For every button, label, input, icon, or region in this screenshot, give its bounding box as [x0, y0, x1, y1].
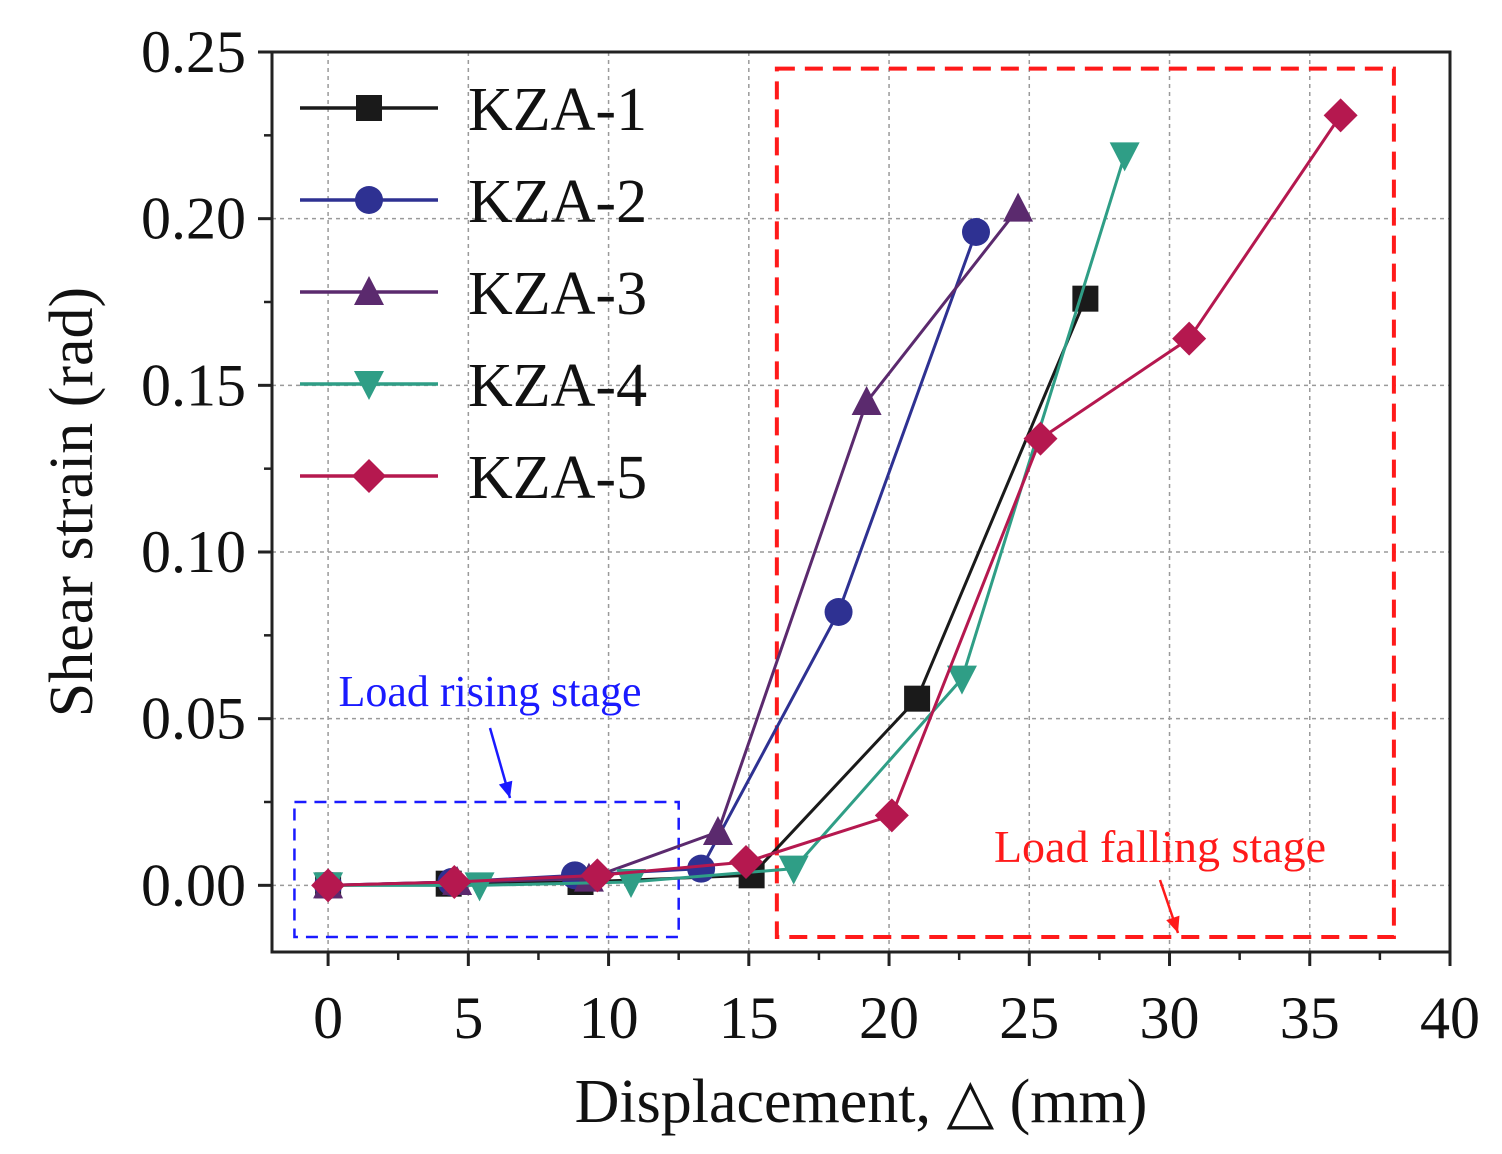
data-point — [851, 386, 882, 415]
x-tick-label: 10 — [579, 985, 639, 1051]
data-point — [778, 855, 809, 885]
legend-label: KZA-3 — [468, 260, 647, 328]
data-point — [1023, 421, 1058, 456]
annotation-label: Load rising stage — [338, 667, 641, 716]
data-point — [1323, 98, 1358, 133]
data-point — [354, 276, 384, 305]
data-point — [352, 459, 386, 493]
data-series — [311, 98, 1358, 903]
y-axis-title: Shear strain (rad) — [38, 287, 106, 717]
x-tick-label: 20 — [859, 985, 919, 1051]
series-line — [328, 154, 1127, 887]
y-tick-label: 0.10 — [141, 519, 246, 585]
legend-label: KZA-2 — [468, 168, 647, 236]
series-line — [328, 298, 1087, 887]
data-point — [616, 869, 647, 898]
data-point — [311, 868, 346, 903]
legend: KZA-1 KZA-2 KZA-3 KZA-4 KZA-5 — [300, 76, 647, 512]
annotation-boxes — [293, 66, 1396, 939]
data-point — [874, 798, 909, 833]
x-tick-label: 40 — [1420, 985, 1480, 1051]
x-tick-label: 30 — [1140, 985, 1200, 1051]
x-axis-title: Displacement, △ (mm) — [575, 1068, 1148, 1136]
data-point — [729, 845, 764, 879]
legend-item-kza-4: KZA-4 — [300, 352, 647, 420]
legend-label: KZA-4 — [468, 352, 647, 420]
data-point — [580, 858, 615, 893]
legend-item-kza-5: KZA-5 — [300, 444, 647, 512]
plot-frame — [270, 50, 1452, 954]
legend-label: KZA-1 — [468, 76, 647, 144]
y-tick-label: 0.25 — [141, 19, 246, 85]
y-tick-label: 0.20 — [141, 186, 246, 252]
x-tick-label: 35 — [1280, 985, 1340, 1051]
data-point — [1003, 192, 1034, 222]
grid — [272, 52, 1450, 952]
series-line — [328, 207, 1020, 887]
y-tick-label: 0.00 — [141, 852, 246, 918]
series-kza-5 — [311, 98, 1358, 903]
data-point — [437, 865, 472, 899]
annotation-arrowhead — [1166, 915, 1180, 933]
data-point — [946, 665, 977, 695]
data-point — [961, 218, 990, 246]
x-tick-label: 0 — [313, 985, 343, 1051]
data-point — [824, 598, 853, 626]
data-point — [1172, 321, 1207, 356]
data-point — [355, 186, 383, 214]
axis-ticks: 0 5 10 15 20 25 30 35 40 0.00 0.05 0.10 0.15 0.20 0.25 — [141, 19, 1480, 1051]
legend-label: KZA-5 — [468, 444, 647, 512]
x-tick-label: 25 — [999, 985, 1059, 1051]
annotation-box — [774, 66, 1396, 939]
annotation-arrowhead — [498, 780, 513, 798]
series-kza-3 — [313, 192, 1034, 899]
series-line — [328, 114, 1342, 887]
series-line — [328, 231, 978, 887]
data-point — [354, 371, 384, 400]
legend-item-kza-3: KZA-3 — [300, 260, 647, 328]
x-tick-label: 5 — [453, 985, 483, 1051]
annotation-labels: Load rising stage Load falling stage — [338, 667, 1326, 934]
legend-item-kza-2: KZA-2 — [300, 168, 647, 236]
legend-item-kza-1: KZA-1 — [300, 76, 647, 144]
data-point — [356, 95, 382, 121]
series-kza-4 — [313, 142, 1140, 902]
y-tick-label: 0.15 — [141, 352, 246, 418]
y-tick-label: 0.05 — [141, 686, 246, 752]
data-point — [702, 816, 733, 845]
data-point — [1109, 142, 1140, 172]
x-tick-label: 15 — [719, 985, 779, 1051]
data-point — [904, 685, 931, 712]
annotation-label: Load falling stage — [994, 821, 1326, 872]
